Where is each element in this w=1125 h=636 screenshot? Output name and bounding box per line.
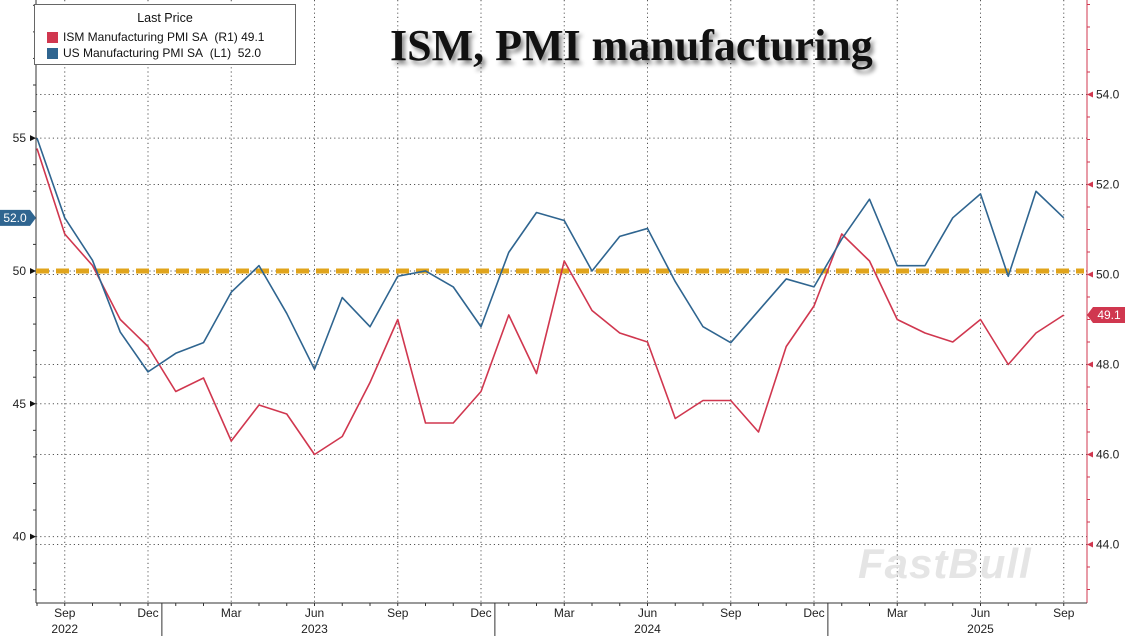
legend-axis-us: (L1) [209,46,232,60]
x-tick-label-8: Sep [720,606,742,620]
y-right-tick-label-0: 44.0 [1096,538,1120,552]
legend-label-us: US Manufacturing PMI SA [63,46,204,60]
x-tick-label-2: Mar [221,606,242,620]
legend-swatch-us [47,47,58,59]
x-tick-label-10: Mar [887,606,908,620]
last-value-badge-us [0,209,36,226]
y-right-tick-4 [1087,181,1093,188]
y-left-tick-0 [30,533,36,540]
x-tick-label-7: Jun [638,606,657,620]
y-right-tick-2 [1087,361,1093,368]
y-left-tick-label-1: 45 [13,397,27,411]
series-line-us-manufacturing-pmi [36,137,1065,373]
y-left-tick-1 [30,400,36,407]
x-tick-label-9: Dec [803,606,824,620]
x-tick-label-12: Sep [1053,606,1075,620]
y-left-tick-3 [30,135,36,142]
series-layer [36,137,1065,456]
x-year-label-0: 2022 [51,622,78,636]
y-left-tick-label-3: 55 [13,131,27,145]
y-right-tick-label-4: 52.0 [1096,178,1120,192]
x-tick-label-4: Sep [387,606,409,620]
legend-title: Last Price [137,11,193,25]
legend-value-us: 52.0 [237,46,262,60]
y-left-tick-label-0: 40 [13,530,27,544]
grid-layer [36,0,1087,603]
x-tick-label-5: Dec [470,606,491,620]
legend: Last Price ISM Manufacturing PMI SA (R1)… [34,4,296,65]
x-year-label-2: 2024 [634,622,661,636]
x-tick-label-3: Jun [305,606,324,620]
y-right-tick-label-3: 50.0 [1096,268,1120,282]
legend-entry-us: US Manufacturing PMI SA (L1) 52.0 [47,46,261,60]
legend-entry-ism: ISM Manufacturing PMI SA (R1) 49.1 [47,30,264,44]
legend-swatch-ism [47,31,58,43]
y-left-tick-label-2: 50 [13,264,27,278]
y-right-tick-label-5: 54.0 [1096,88,1120,102]
y-right-tick-0 [1087,541,1093,548]
y-right-tick-label-2: 48.0 [1096,358,1120,372]
legend-value-ism: 49.1 [241,30,265,44]
axis-layer: 40 45 50 55 44.0 46.0 48.0 50.0 52.0 54.0 Sep Dec Ma… [13,0,1120,636]
x-tick-label-6: Mar [554,606,575,620]
last-value-layer: 49.1 52.0 [0,209,1125,323]
x-year-label-1: 2023 [301,622,328,636]
x-tick-label-0: Sep [54,606,76,620]
y-right-tick-1 [1087,451,1093,458]
chart-title: ISM, PMI manufacturing [390,21,873,70]
legend-axis-ism: (R1) [214,30,238,44]
x-year-label-3: 2025 [967,622,994,636]
last-value-label-us: 52.0 [3,211,27,225]
last-value-badge-ism [1087,307,1125,323]
y-right-tick-3 [1087,271,1093,278]
series-line-ism-manufacturing-pmi [36,148,1065,456]
x-tick-label-1: Dec [137,606,158,620]
y-right-tick-5 [1087,91,1093,98]
x-tick-label-11: Jun [971,606,990,620]
watermark: FastBull [858,540,1032,587]
y-right-tick-label-1: 46.0 [1096,448,1120,462]
legend-label-ism: ISM Manufacturing PMI SA [63,30,208,44]
y-left-tick-2 [30,267,36,274]
last-value-label-ism: 49.1 [1097,308,1121,322]
